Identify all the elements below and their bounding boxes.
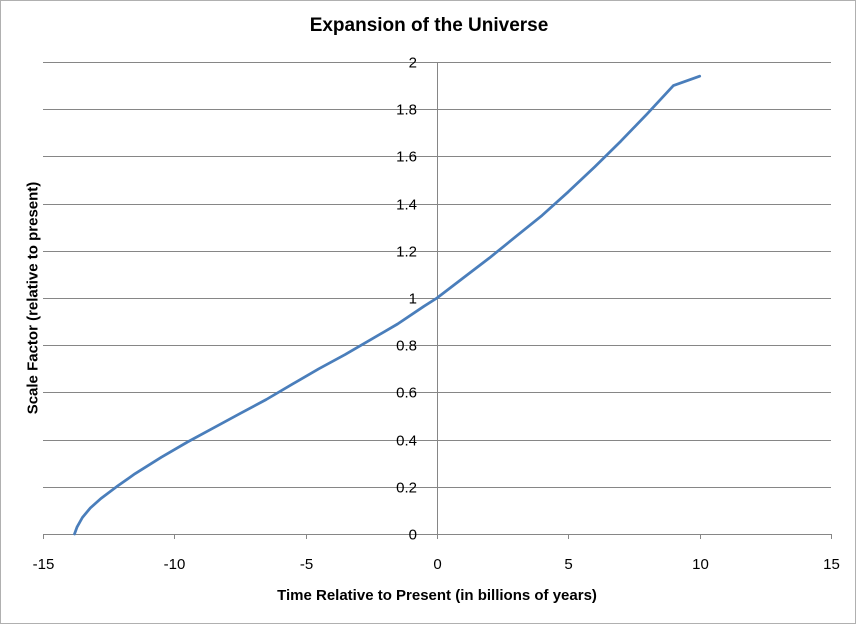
chart-title: Expansion of the Universe [309,15,549,36]
x-tick-label: -5 [300,556,313,573]
y-tick-label: 0.2 [396,480,417,497]
x-tick-label: -10 [164,556,186,573]
y-tick-label: 1 [409,291,417,308]
y-tick-label: 2 [409,55,417,72]
y-tick-label: 0.6 [396,385,417,402]
x-axis-label: Time Relative to Present (in billions of… [277,587,597,604]
y-tick-label: 0.4 [396,433,417,450]
x-tick-label: 15 [823,556,840,573]
y-axis-label: Scale Factor (relative to present) [24,181,42,415]
series-line [73,74,702,536]
x-tick-label: 10 [692,556,709,573]
y-tick-labels: 0 0.2 0.4 0.6 0.8 1 1.2 1.4 1.6 1.8 2 [396,55,417,544]
y-tick-label: 1.4 [396,197,417,214]
x-tick-label: 5 [564,556,572,573]
y-tick-label: 1.2 [396,244,417,261]
series-group [73,74,702,536]
x-tick-labels: -15 -10 -5 0 5 10 15 [33,556,840,573]
x-tick-label: -15 [33,556,55,573]
y-tick-label: 0 [409,527,417,544]
y-tick-label: 0.8 [396,338,417,355]
x-tick-label: 0 [433,556,441,573]
y-tick-label: 1.6 [396,149,417,166]
axes [43,62,832,539]
y-tick-label: 1.8 [396,102,417,119]
